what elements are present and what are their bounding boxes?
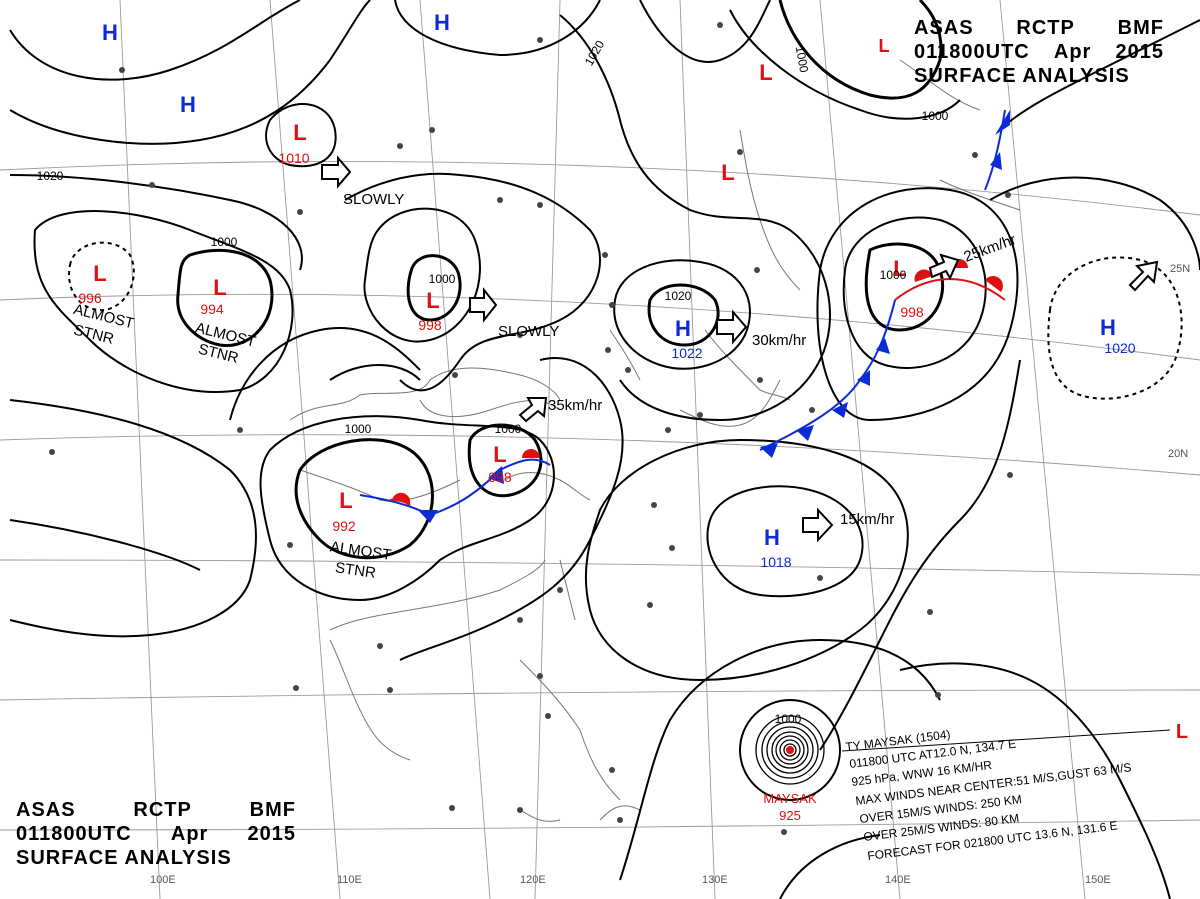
warm-front [894,278,1006,301]
header-station: RCTP [1016,17,1075,39]
isobar-label: 1000 [211,235,238,249]
isobar-label: 1000 [495,422,522,436]
typhoon-labels: MAYSAK 925 [763,791,817,823]
longitude-label: 100E [150,874,176,886]
low-letter: L [426,288,439,313]
low-letter: L [1176,721,1188,743]
header-line-2: 011800UTC Apr 2015 [16,822,296,846]
header-line-2: 011800UTC Apr 2015 [914,40,1164,64]
header-code: BMF [249,799,296,821]
high-letter: H [434,10,450,35]
low-letter: L [721,160,734,185]
chart-header-bottom: ASAS RCTP BMF 011800UTC Apr 2015 SURFACE… [16,798,296,870]
low-pressure-value: 992 [332,518,356,534]
header-line-1: ASAS RCTP BMF [16,798,296,822]
header-line-1: ASAS RCTP BMF [914,16,1164,40]
isobar-label: 1000 [345,422,372,436]
header-code: BMF [1117,17,1164,39]
header-time: 011800UTC [914,41,1030,63]
isobars [9,0,1200,899]
high-letter: H [1100,315,1116,340]
chart-header-top: ASAS RCTP BMF 011800UTC Apr 2015 SURFACE… [914,16,1164,88]
header-title: SURFACE ANALYSIS [914,65,1130,87]
coastlines [289,59,1021,822]
typhoon-pressure: 925 [779,808,801,823]
isobar-label: 1000 [775,712,802,726]
high-pressure-value: 1018 [760,554,791,570]
low-letter: L [93,261,106,286]
low-letter: L [213,275,226,300]
low-pressure-value: 998 [488,469,512,485]
header-source: ASAS [914,17,974,39]
longitude-label: 120E [520,874,546,886]
isobar-label: 1000 [880,268,907,282]
header-month: Apr [170,823,209,845]
low-letter: L [339,488,352,513]
typhoon-name: MAYSAK [763,791,817,806]
svg-text:STNR: STNR [334,559,377,582]
low-letter: L [493,442,506,467]
motion-label: 15km/hr [840,511,894,528]
low-pressure-value: 994 [200,301,224,317]
low-letter: L [893,256,906,281]
high-letter: H [764,525,780,550]
motion-label: 35km/hr [548,397,602,414]
low-pressure-value: 996 [78,290,102,306]
typhoon-rings [739,699,841,801]
motion-label: SLOWLY [498,323,559,340]
motion-label: 30km/hr [752,332,806,349]
high-letter: H [102,20,118,45]
high-letter: H [180,92,196,117]
header-time: 011800UTC [16,823,132,845]
header-month: Apr [1053,41,1092,63]
isobar-labels: 1020 1000 1020 1000 1000 1000 1000 1000 … [37,38,949,726]
latitude-label: 20N [1168,448,1188,460]
longitude-label: 130E [702,874,728,886]
high-letter: H [675,316,691,341]
isobar-label: 1020 [37,169,64,183]
low-pressure-value: 998 [900,304,924,320]
latitude-label: 25N [1170,263,1190,275]
header-source: ASAS [16,799,76,821]
motion-label: SLOWLY [343,191,404,208]
fronts [359,109,1010,523]
longitude-label: 110E [337,874,362,886]
longitude-label: 150E [1085,874,1111,886]
low-pressure-value: 998 [418,317,442,333]
motion-arrows [321,155,1159,543]
typhoon-center [786,746,794,754]
isobar-label: 1000 [922,109,949,123]
isobar-label: 1000 [429,272,456,286]
header-station: RCTP [133,799,192,821]
high-pressure-value: 1022 [671,345,702,361]
axis-labels: 100E 110E 120E 130E 140E 150E 20N 25N [150,263,1190,886]
isobar-label: 1020 [665,289,692,303]
longitude-label: 140E [885,874,911,886]
low-letter: L [759,60,772,85]
low-letter: L [293,120,306,145]
header-year: 2015 [1115,41,1164,63]
header-year: 2015 [247,823,296,845]
low-letter: L [879,36,890,56]
high-pressure-value: 1020 [1104,340,1135,356]
isobar-label: 1000 [793,45,811,74]
dashed-isobars [68,241,1183,400]
header-title: SURFACE ANALYSIS [16,847,232,869]
station-plots [49,22,1013,835]
low-pressure-value: 1010 [278,150,309,166]
pressure-systems: H H H L 1010 L 996 L 994 L 998 L 992 L 9… [78,10,1188,743]
